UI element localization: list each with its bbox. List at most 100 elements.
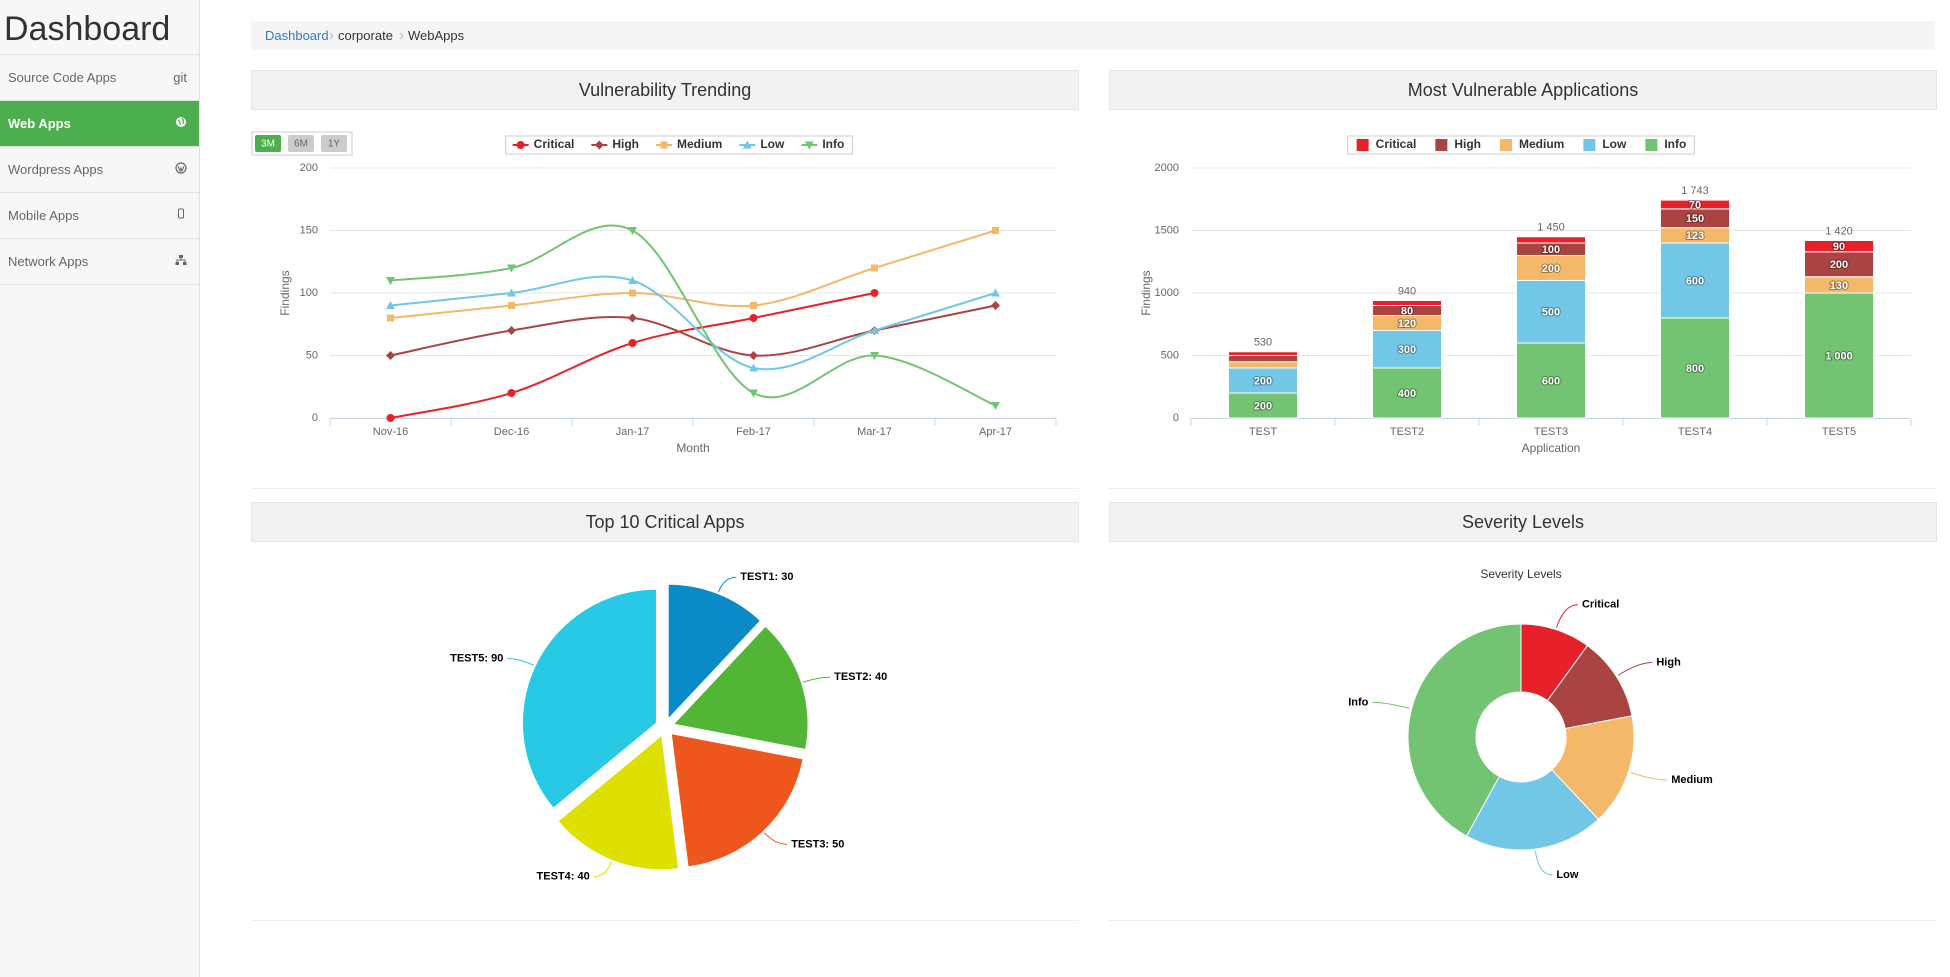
y-tick-label: 1500 [1155,224,1179,236]
range-button-label[interactable]: 3M [261,139,275,150]
x-tick-label: Feb-17 [736,426,771,438]
bar-segment [1803,251,1875,278]
nav-label: Source Code Apps [8,70,117,85]
donut-slice [1407,623,1522,837]
label-connector [1630,772,1668,781]
segment-label: 150 [1686,213,1704,225]
segment-label: 600 [1542,375,1560,387]
x-tick-label: TEST3 [1534,426,1568,438]
chart-subtitle: Severity Levels [1480,567,1561,581]
legend-label: Info [822,137,844,151]
segment-label: 400 [1398,388,1416,400]
marker [749,363,758,372]
pie-slice [671,734,803,867]
y-tick-label: 100 [300,287,318,299]
marker [870,289,879,297]
y-tick-label: 0 [1173,412,1179,424]
slice-label: Info [1348,696,1368,708]
panel: Vulnerability Trending 0 50 100 150 200 Nov-16… [251,70,1079,489]
series-line [390,224,996,407]
nav-item[interactable]: Source Code Apps git [0,55,199,101]
y-tick-label: 150 [300,224,318,236]
label-connector [717,576,737,593]
nav-item[interactable]: Wordpress Apps [0,147,199,193]
bar-segment [1227,361,1299,369]
legend-swatch [1435,139,1448,151]
range-button-label[interactable]: 1Y [328,139,341,150]
marker [594,140,604,150]
label-connector [507,657,535,666]
segment-label: 500 [1542,307,1560,319]
segment-label: 120 [1398,318,1416,330]
nav-icon: git [173,70,187,85]
bar-segment [1659,317,1731,419]
bar-segment [1371,330,1443,369]
segment-label: 600 [1686,275,1704,287]
breadcrumb-item[interactable]: corporate [338,28,393,43]
nav-icon [175,255,187,265]
segment-label: 123 [1686,230,1704,242]
marker [749,351,758,360]
y-tick-label: 500 [1161,349,1179,361]
nav-label: Network Apps [8,254,89,269]
x-tick-label: Apr-17 [979,426,1012,438]
marker [386,414,395,422]
label-connector [1372,701,1410,709]
marker [386,351,395,360]
range-button[interactable] [321,135,347,152]
bar-segment [1659,199,1731,210]
pie-slice [674,626,808,749]
x-tick-label: Dec-16 [494,426,529,438]
marker [871,264,878,272]
marker [991,402,1000,410]
nav-item[interactable]: Web Apps [0,101,199,147]
pie-slice [668,584,760,718]
segment-label: 200 [1254,400,1272,412]
marker [516,141,525,149]
bar-segment [1227,355,1299,363]
range-button[interactable] [255,135,281,152]
segment-label: 100 [1542,244,1560,256]
legend-label: Medium [677,137,722,151]
nav-item[interactable]: Mobile Apps [0,193,199,239]
marker [629,289,636,297]
segment-label: 800 [1686,363,1704,375]
segment-label: 130 [1830,280,1848,292]
bar-segment [1515,255,1587,281]
label-connector [763,832,788,845]
slice-label: Critical [1582,599,1619,611]
stack-total: 1 743 [1681,185,1709,197]
sidebar: Dashboard Source Code Apps git Web Apps W… [0,0,200,977]
breadcrumb-link[interactable]: Dashboard [265,28,329,43]
bar-segment [1515,342,1587,419]
legend-label: Low [760,137,785,151]
y-axis-title: Findings [278,270,292,315]
label-connector [1534,851,1553,876]
legend-label: Critical [534,137,575,151]
chart: 0 500 1000 1500 2000 TEST TEST2 TEST3 TEST4 TEST5… [1139,135,1912,455]
x-tick-label: TEST4 [1678,426,1712,438]
slice-label: Medium [1671,774,1713,786]
breadcrumb: Dashboard corporate WebApps [251,21,1935,50]
nav-item[interactable]: Network Apps [0,239,199,285]
range-button-label[interactable]: 6M [294,139,308,150]
series-line [390,275,996,371]
range-button[interactable] [288,135,314,152]
marker [386,301,395,309]
y-axis-title: Findings [1139,270,1153,315]
chart: 0 50 100 150 200 Nov-16 Dec-16 Jan-17 Feb-17 Mar-… [251,131,1057,455]
legend-box [505,135,853,155]
legend-swatch [1500,139,1513,151]
bar-segment [1371,300,1443,306]
label-connector [1556,604,1578,628]
marker [991,288,1000,297]
bar-segment [1227,351,1299,356]
slice-label: TEST1: 30 [740,571,793,583]
slice-label: TEST2: 40 [834,671,887,683]
panel: Severity Levels Severity Levels Critical Hi… [1109,502,1937,921]
segment-label: 1 000 [1825,350,1853,362]
slice-label: TEST4: 40 [537,871,590,883]
y-tick-label: 200 [300,162,318,174]
